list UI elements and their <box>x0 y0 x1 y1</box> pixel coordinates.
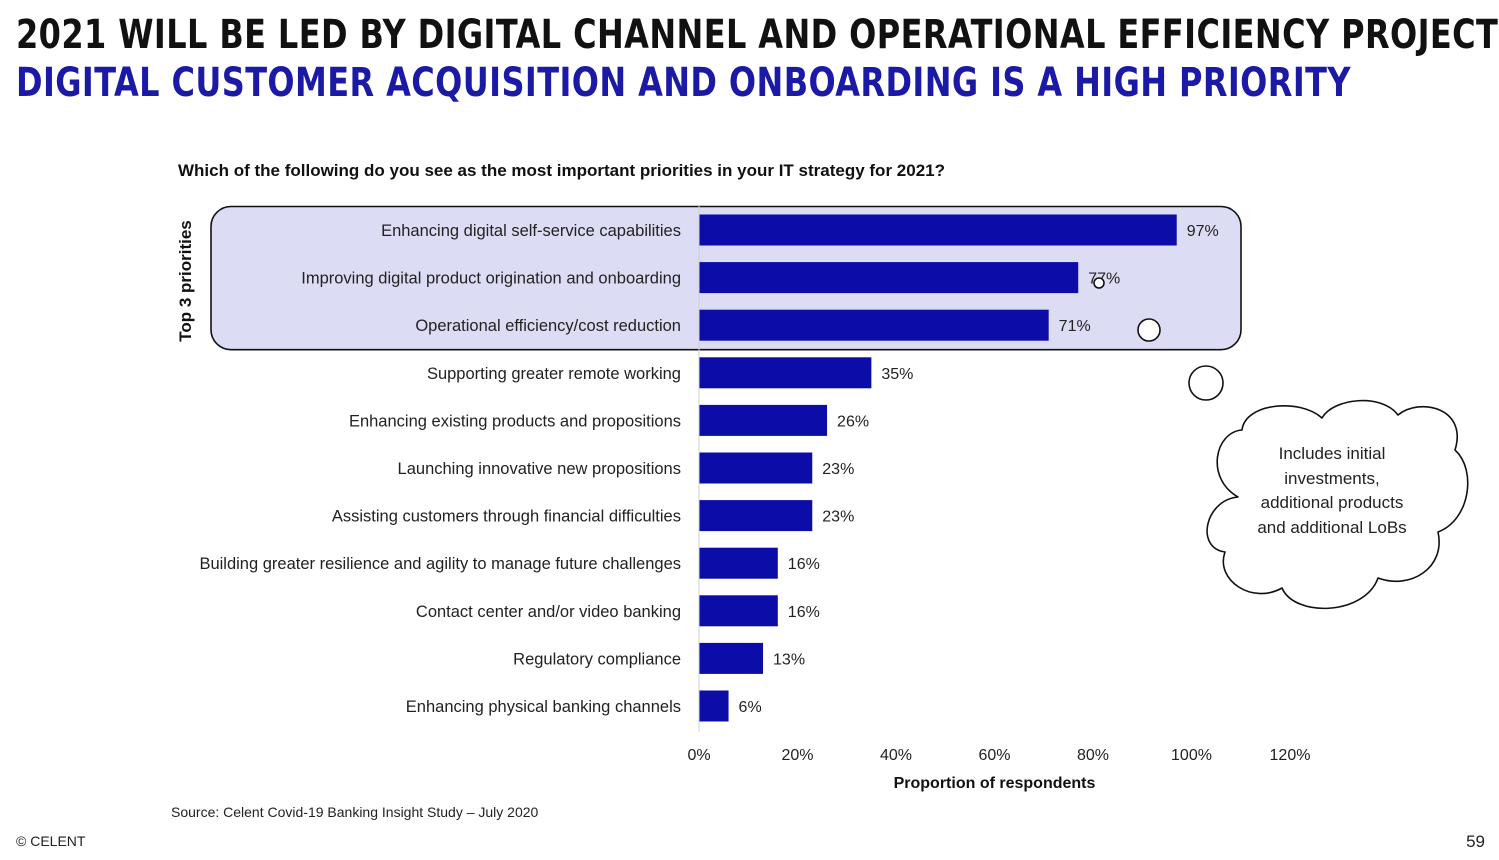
cloud-callout-text: Includes initial investments, additional… <box>1257 444 1407 537</box>
category-label: Building greater resilience and agility … <box>199 555 681 573</box>
x-tick-label: 40% <box>880 747 912 764</box>
data-label: 13% <box>773 651 805 668</box>
data-label: 6% <box>739 699 762 716</box>
bar <box>699 547 778 579</box>
page-number: 59 <box>1466 832 1485 851</box>
thought-bubble-small <box>1093 277 1105 289</box>
bar <box>699 595 778 627</box>
bar <box>699 452 813 484</box>
data-label: 16% <box>788 556 820 573</box>
thought-bubble-large <box>1188 365 1224 401</box>
data-label: 23% <box>822 461 854 478</box>
x-tick-label: 0% <box>687 747 710 764</box>
data-label: 97% <box>1187 223 1219 240</box>
data-label: 16% <box>788 604 820 621</box>
source-note: Source: Celent Covid-19 Banking Insight … <box>171 804 539 820</box>
bar <box>699 262 1079 294</box>
bar <box>699 357 872 389</box>
x-tick-label: 100% <box>1171 747 1212 764</box>
x-tick-label: 20% <box>781 747 813 764</box>
bar <box>699 309 1049 341</box>
bar <box>699 214 1177 246</box>
bar <box>699 404 828 436</box>
slide-subtitle: DIGITAL CUSTOMER ACQUISITION AND ONBOARD… <box>16 60 1351 106</box>
bar <box>699 500 813 532</box>
bar <box>699 690 729 722</box>
category-label: Regulatory compliance <box>513 650 681 668</box>
bar <box>699 642 764 674</box>
chart-question: Which of the following do you see as the… <box>178 161 945 180</box>
data-label: 23% <box>822 509 854 526</box>
data-label: 26% <box>837 413 869 430</box>
x-axis-label: Proportion of respondents <box>894 775 1096 792</box>
x-tick-label: 80% <box>1077 747 1109 764</box>
copyright-footer: © CELENT <box>16 833 86 849</box>
category-label: Supporting greater remote working <box>427 365 681 383</box>
top-priorities-label: Top 3 priorities <box>176 220 195 342</box>
category-label: Improving digital product origination an… <box>301 270 681 288</box>
thought-cloud-shape <box>1206 399 1469 610</box>
category-label: Enhancing physical banking channels <box>406 698 681 716</box>
x-tick-label: 120% <box>1270 747 1311 764</box>
category-label: Operational efficiency/cost reduction <box>415 317 681 335</box>
category-label: Assisting customers through financial di… <box>332 508 681 526</box>
slide-title: 2021 WILL BE LED BY DIGITAL CHANNEL AND … <box>16 12 1499 58</box>
data-label: 71% <box>1059 318 1091 335</box>
thought-bubble-medium <box>1137 318 1161 342</box>
x-tick-label: 60% <box>978 747 1010 764</box>
category-label: Enhancing existing products and proposit… <box>349 412 681 430</box>
data-label: 35% <box>881 366 913 383</box>
category-label: Enhancing digital self-service capabilit… <box>381 222 681 240</box>
category-label: Launching innovative new propositions <box>398 460 681 478</box>
category-label: Contact center and/or video banking <box>416 603 681 621</box>
